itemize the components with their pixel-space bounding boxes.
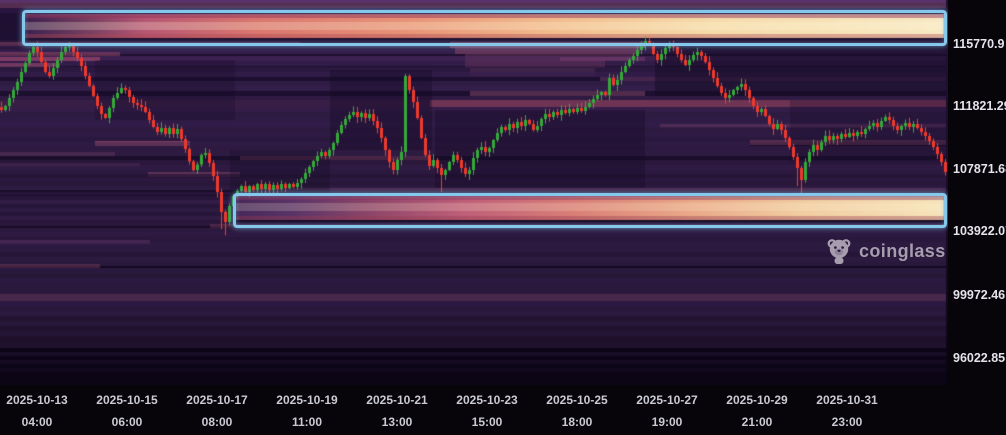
- x-axis-label: 2025-10-13 04:00: [6, 393, 68, 429]
- coinglass-watermark-text: coinglass: [859, 240, 946, 261]
- lower-liquidation-zone-box[interactable]: [233, 193, 947, 228]
- x-axis-label: 2025-10-29 21:00: [726, 393, 788, 429]
- upper-liquidation-zone-box[interactable]: [22, 10, 947, 46]
- y-axis-label: 107871.68: [953, 162, 1006, 176]
- y-axis-label: 103922.07: [953, 224, 1006, 238]
- y-axis-label: 99972.46: [953, 288, 1006, 302]
- chart-plot-area: coinglass: [0, 0, 948, 385]
- x-axis-label: 2025-10-25 18:00: [546, 393, 608, 429]
- y-axis-label: 115770.9: [953, 37, 1005, 51]
- y-axis-label: 96022.85: [953, 351, 1006, 365]
- liquidation-heatmap-canvas[interactable]: [0, 0, 948, 385]
- x-axis-label: 2025-10-31 23:00: [816, 393, 878, 429]
- x-axis-label: 2025-10-21 13:00: [366, 393, 428, 429]
- x-axis-label: 2025-10-27 19:00: [636, 393, 698, 429]
- x-axis-label: 2025-10-23 15:00: [456, 393, 518, 429]
- x-axis-label: 2025-10-15 06:00: [96, 393, 158, 429]
- coinglass-watermark: coinglass: [826, 237, 946, 265]
- x-axis-label: 2025-10-17 08:00: [186, 393, 248, 429]
- y-axis-label: 111821.29: [953, 99, 1006, 113]
- x-axis-label: 2025-10-19 11:00: [276, 393, 338, 429]
- coinglass-bear-icon: [827, 239, 851, 264]
